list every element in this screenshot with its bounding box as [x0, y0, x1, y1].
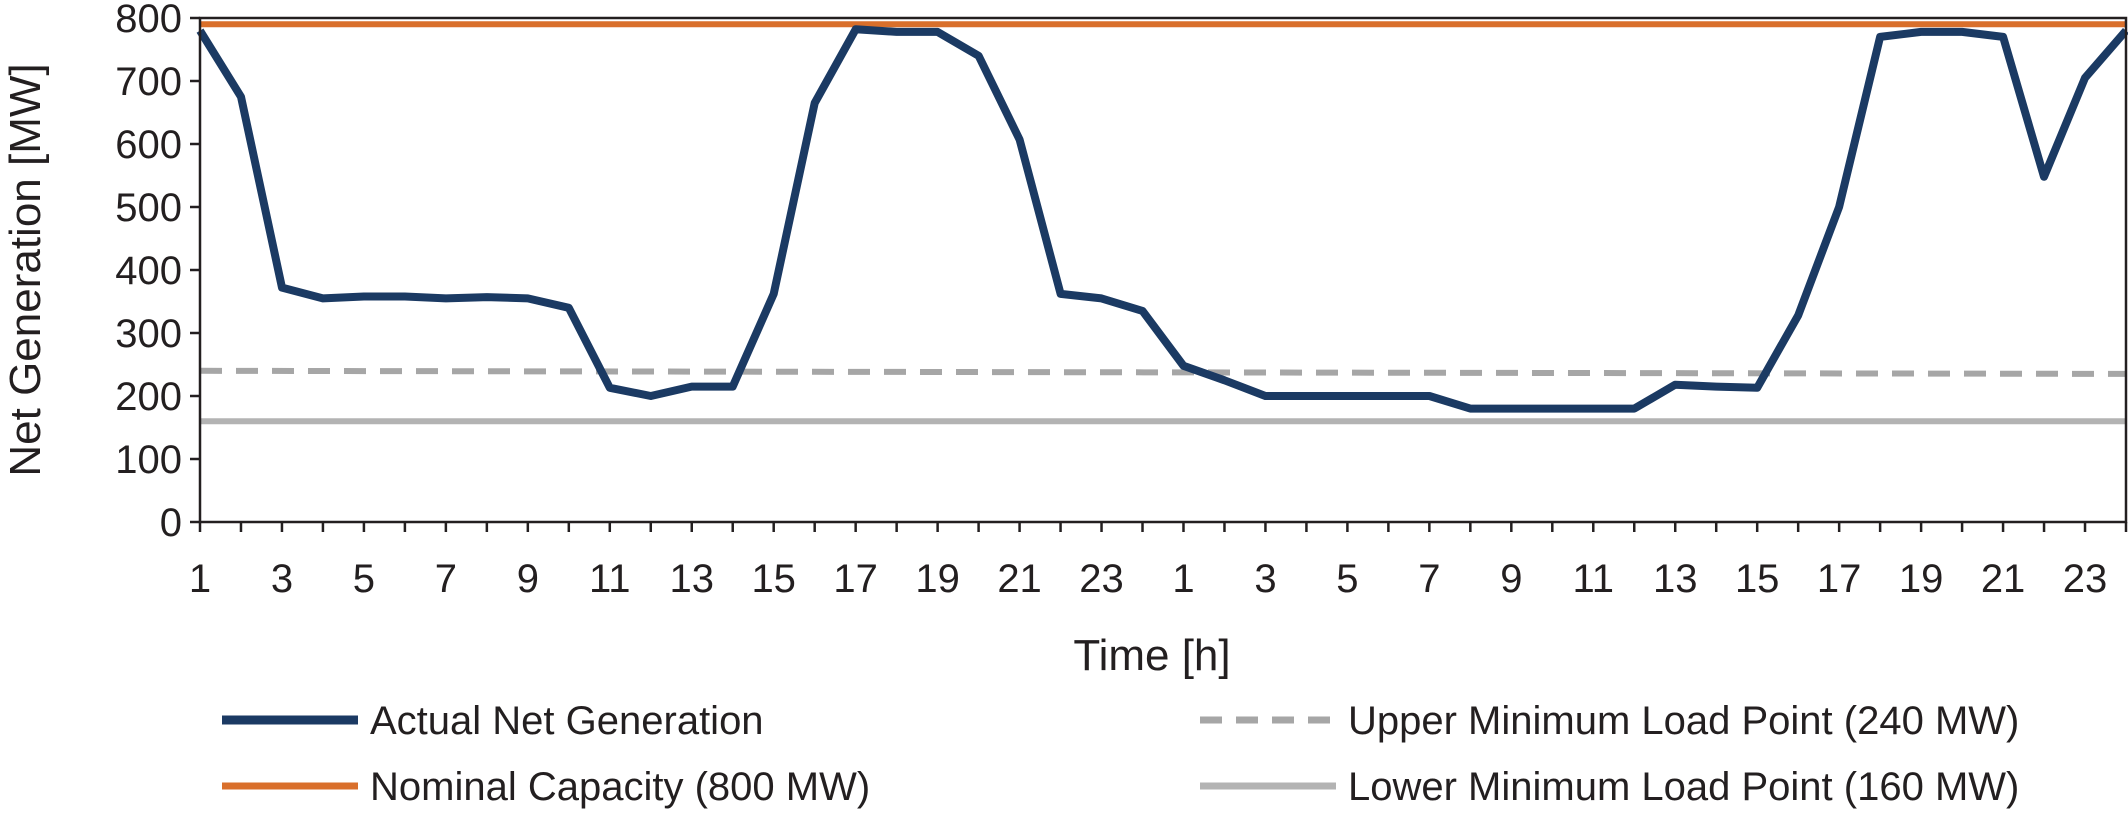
legend-actual-net-generation: Actual Net Generation: [222, 699, 764, 743]
y-tick-label: 200: [115, 375, 182, 419]
legend-label: Actual Net Generation: [370, 699, 764, 743]
y-tick-label: 600: [115, 123, 182, 167]
legend-label: Nominal Capacity (800 MW): [370, 765, 870, 809]
x-tick-label: 23: [1079, 557, 1124, 601]
x-tick-label: 1: [1172, 557, 1194, 601]
x-tick-label: 5: [353, 557, 375, 601]
x-tick-label: 9: [517, 557, 539, 601]
x-tick-label: 13: [669, 557, 714, 601]
x-tick-label: 5: [1336, 557, 1358, 601]
legend-nominal-capacity: Nominal Capacity (800 MW): [222, 765, 870, 809]
x-tick-label: 1: [189, 557, 211, 601]
legend-label: Upper Minimum Load Point (240 MW): [1348, 699, 2019, 743]
y-axis: 0 100 200 300 400 500 600 700 800: [115, 0, 200, 545]
y-tick-label: 500: [115, 186, 182, 230]
x-tick-label: 21: [1981, 557, 2026, 601]
legend: Actual Net Generation Nominal Capacity (8…: [222, 699, 2019, 809]
legend-upper-minimum-load: Upper Minimum Load Point (240 MW): [1200, 699, 2019, 743]
x-tick-label: 15: [1735, 557, 1780, 601]
y-axis-title: Net Generation [MW]: [1, 63, 50, 476]
x-tick-label: 13: [1653, 557, 1698, 601]
y-tick-label: 0: [160, 501, 182, 545]
legend-label: Lower Minimum Load Point (160 MW): [1348, 765, 2019, 809]
y-tick-label: 700: [115, 60, 182, 104]
y-tick-label: 800: [115, 0, 182, 41]
x-tick-label: 19: [1899, 557, 1944, 601]
x-axis: 1 3 5 7 9 11 13 15 17 19 21 23 1 3 5 7 9 11 13 15 17 19 21 23: [189, 522, 2128, 601]
legend-lower-minimum-load: Lower Minimum Load Point (160 MW): [1200, 765, 2019, 809]
x-tick-label: 3: [271, 557, 293, 601]
x-tick-label: 19: [915, 557, 960, 601]
x-tick-label: 3: [1254, 557, 1276, 601]
plot-frame: [198, 16, 2128, 524]
x-tick-label: 15: [751, 557, 796, 601]
x-tick-label: 11: [589, 557, 631, 601]
upper-minimum-load-line: [199, 367, 2127, 377]
x-tick-label: 7: [1418, 557, 1440, 601]
x-tick-label: 23: [2063, 557, 2108, 601]
x-tick-label: 11: [1573, 557, 1615, 601]
y-tick-label: 100: [115, 438, 182, 482]
actual-net-generation-line: [196, 25, 2128, 413]
x-tick-label: 21: [997, 557, 1042, 601]
y-tick-label: 400: [115, 249, 182, 293]
x-tick-label: 7: [435, 557, 457, 601]
x-tick-label: 17: [833, 557, 878, 601]
plot-lines: [196, 21, 2128, 425]
x-tick-label: 17: [1817, 557, 1862, 601]
x-axis-title: Time [h]: [1073, 631, 1230, 680]
x-tick-label: 9: [1500, 557, 1522, 601]
y-tick-label: 300: [115, 312, 182, 356]
